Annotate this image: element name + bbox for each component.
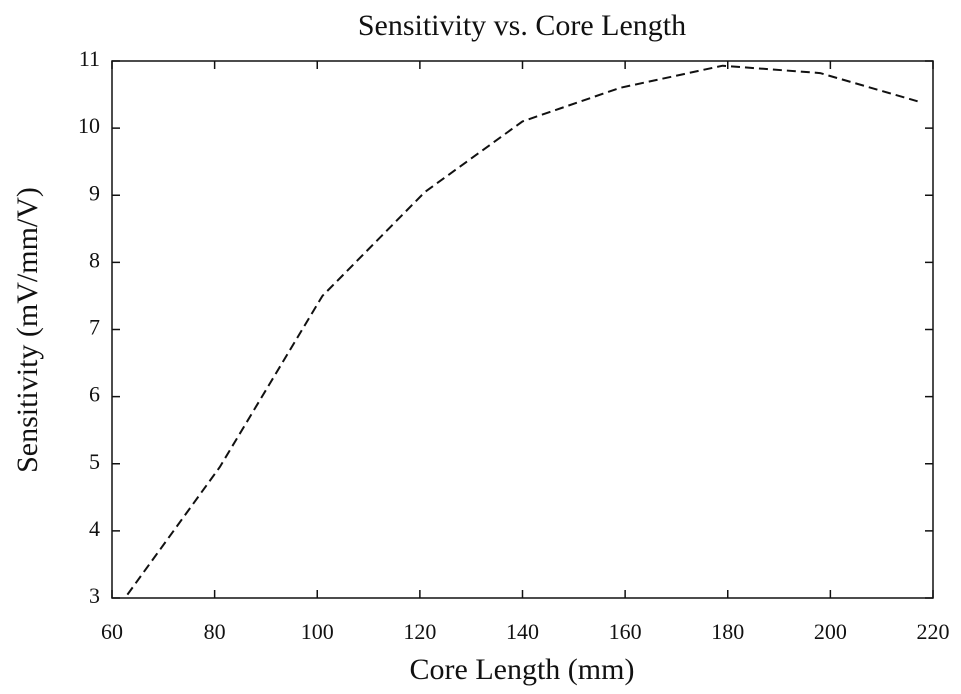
y-tick-label: 5 xyxy=(89,449,100,474)
data-line xyxy=(126,64,918,596)
x-tick-label: 60 xyxy=(101,619,123,644)
chart-title: Sensitivity vs. Core Length xyxy=(358,9,686,42)
y-tick-label: 6 xyxy=(89,382,100,407)
y-tick-label: 4 xyxy=(89,516,100,541)
x-tick-label: 100 xyxy=(301,619,334,644)
y-tick-label: 3 xyxy=(89,583,100,608)
x-tick-label: 220 xyxy=(917,619,950,644)
x-tick-label: 180 xyxy=(711,619,744,644)
x-axis-label: Core Length (mm) xyxy=(410,653,635,686)
y-tick-label: 7 xyxy=(89,315,100,340)
x-tick-label: 120 xyxy=(403,619,436,644)
plot-frame xyxy=(111,60,934,599)
y-tick-label: 8 xyxy=(89,247,100,272)
x-tick-label: 200 xyxy=(814,619,847,644)
y-tick-label: 9 xyxy=(89,180,100,205)
x-tick-label: 80 xyxy=(204,619,226,644)
y-tick-label: 11 xyxy=(79,46,100,71)
y-tick-label: 10 xyxy=(78,113,100,138)
x-tick-label: 140 xyxy=(506,619,539,644)
y-axis-label: Sensitivity (mV/mm/V) xyxy=(11,187,44,473)
x-tick-label: 160 xyxy=(609,619,642,644)
